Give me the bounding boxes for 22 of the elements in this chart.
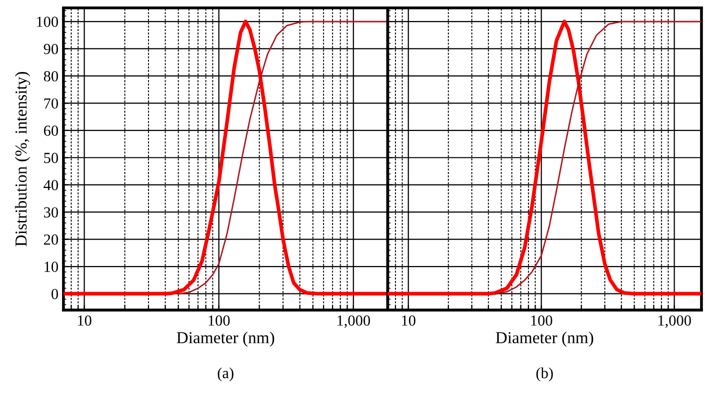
y-tick-label: 10 xyxy=(44,262,58,272)
text: (a) xyxy=(218,367,234,382)
x-axis-title: Diameter (nm) xyxy=(496,332,594,347)
y-tick-label: 60 xyxy=(44,126,58,136)
y-tick-label: 100 xyxy=(37,16,58,27)
text: (b) xyxy=(536,367,553,382)
y-tick-label: 50 xyxy=(44,152,58,164)
y-tick-label: 40 xyxy=(44,180,58,190)
y-tick-label: 20 xyxy=(44,234,58,245)
y-tick-label: 0 xyxy=(52,288,58,300)
x-tick-label: 1,000 xyxy=(338,315,370,328)
x-tick-label: 10 xyxy=(78,315,92,326)
y-tick-label: 70 xyxy=(44,98,58,109)
x-tick-label: 100 xyxy=(531,315,552,326)
y-axis-title: Distribution (%, intensity) xyxy=(14,72,30,246)
y-tick-label: 90 xyxy=(44,44,58,54)
x-tick-label: 100 xyxy=(208,315,230,326)
x-tick-label: 1,000 xyxy=(658,315,691,328)
y-tick-label: 80 xyxy=(44,71,58,82)
x-axis-title: Diameter (nm) xyxy=(176,332,274,347)
x-tick-label: 10 xyxy=(402,315,416,326)
y-tick-label: 30 xyxy=(44,207,58,218)
